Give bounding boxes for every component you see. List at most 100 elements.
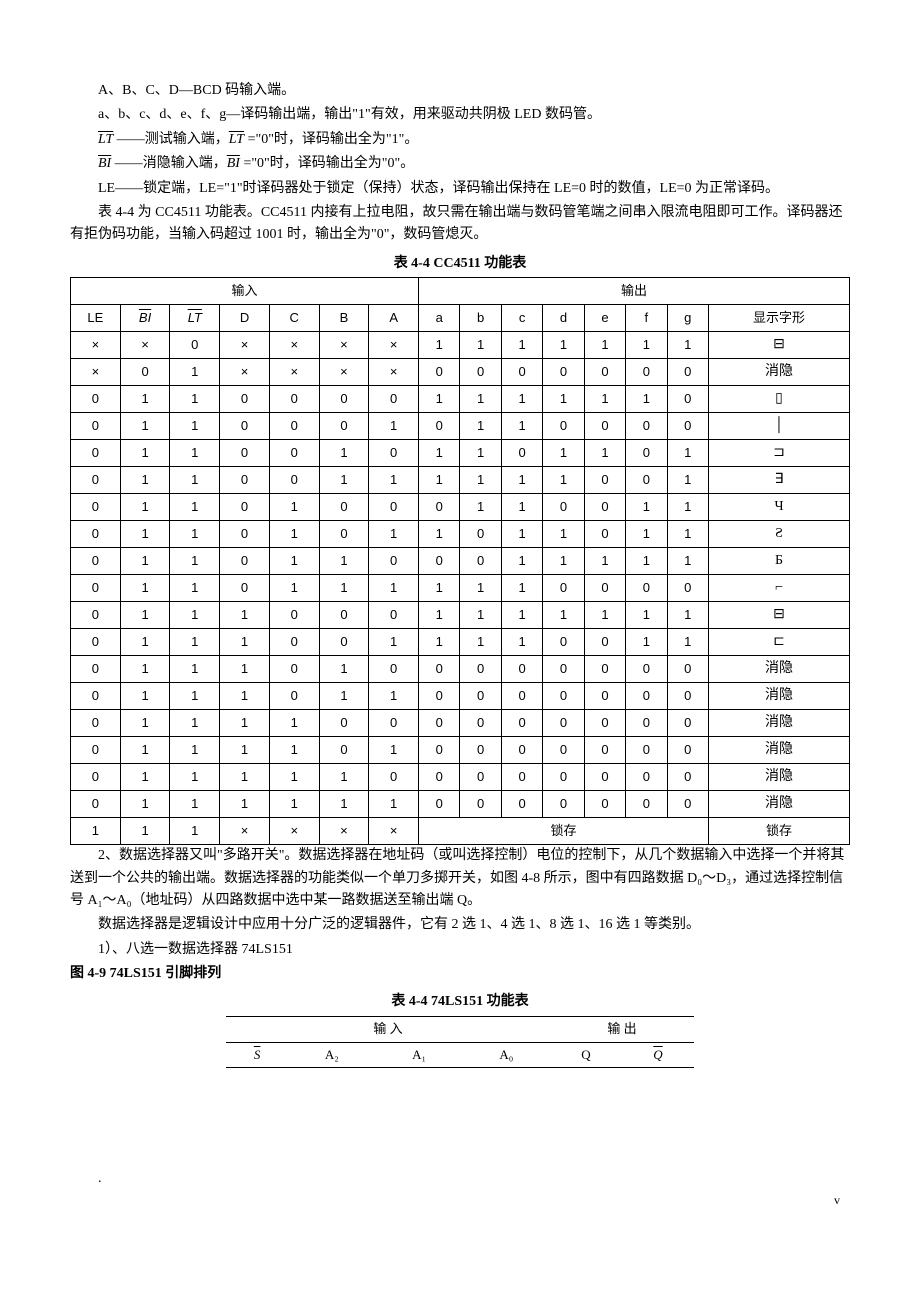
cell: 0 <box>460 548 501 575</box>
cell: × <box>369 359 419 386</box>
cell: 1 <box>120 521 170 548</box>
cell: ▯ <box>708 386 849 413</box>
table2-group-row: 输 入 输 出 <box>226 1016 694 1042</box>
cell: 1 <box>170 440 220 467</box>
cell: 1 <box>319 656 369 683</box>
cell: 0 <box>319 710 369 737</box>
footer: . v <box>70 1168 850 1210</box>
cell: 1 <box>460 386 501 413</box>
cell: 1 <box>369 791 419 818</box>
table-row: 01100101101101⊐ <box>71 440 850 467</box>
col-header: f <box>626 305 667 332</box>
cell: 1 <box>269 710 319 737</box>
cell: 0 <box>543 359 584 386</box>
cell: │ <box>708 413 849 440</box>
cell: 1 <box>501 548 542 575</box>
cell: 1 <box>120 791 170 818</box>
cell: 1 <box>626 629 667 656</box>
latch-cell: 锁存 <box>419 818 709 845</box>
cell: 0 <box>667 359 708 386</box>
cell: 0 <box>584 764 625 791</box>
cell: 0 <box>120 359 170 386</box>
cell: 0 <box>71 791 121 818</box>
cell: 1 <box>419 629 460 656</box>
cell: × <box>319 818 369 845</box>
txt: ——消隐输入端， <box>111 156 227 171</box>
cell: 0 <box>460 359 501 386</box>
cell: 1 <box>220 764 270 791</box>
cell: 1 <box>626 494 667 521</box>
cell: 0 <box>584 683 625 710</box>
cell: 1 <box>626 548 667 575</box>
cell: 1 <box>170 764 220 791</box>
cell: 0 <box>319 737 369 764</box>
cell: 0 <box>460 764 501 791</box>
cell: 0 <box>419 413 460 440</box>
cell: 1 <box>170 656 220 683</box>
cell: 1 <box>269 737 319 764</box>
cell: 1 <box>170 521 220 548</box>
cell: 1 <box>170 467 220 494</box>
cell: 1 <box>667 467 708 494</box>
cell: 1 <box>369 683 419 710</box>
cell: 0 <box>419 764 460 791</box>
cell: 0 <box>269 440 319 467</box>
cell: 0 <box>460 737 501 764</box>
cell: 1 <box>120 494 170 521</box>
cell: 0 <box>71 413 121 440</box>
cell: × <box>71 359 121 386</box>
cell: 0 <box>667 683 708 710</box>
cell: 1 <box>584 602 625 629</box>
cell: 0 <box>584 521 625 548</box>
cell: × <box>220 818 270 845</box>
cell: ⊟ <box>708 602 849 629</box>
cell: 0 <box>460 710 501 737</box>
cell: 0 <box>419 791 460 818</box>
cell: 0 <box>501 791 542 818</box>
cell: 0 <box>626 683 667 710</box>
table1-caption: 表 4-4 CC4511 功能表 <box>70 253 850 275</box>
table-row: 01100111111001∃ <box>71 467 850 494</box>
cell: 1 <box>120 629 170 656</box>
cell: 1 <box>220 791 270 818</box>
cell: 1 <box>120 656 170 683</box>
cell: ⌐ <box>708 575 849 602</box>
col-header: a <box>419 305 460 332</box>
cell: 0 <box>71 683 121 710</box>
cell: 1 <box>369 737 419 764</box>
cell: 0 <box>584 629 625 656</box>
cell: 0 <box>269 386 319 413</box>
cell: 1 <box>460 467 501 494</box>
col-header: e <box>584 305 625 332</box>
74ls151-function-table: 输 入 输 出 SA₂A₁A₀QQ <box>226 1016 694 1069</box>
cell: 1 <box>269 494 319 521</box>
cell: 0 <box>220 494 270 521</box>
cell: × <box>269 332 319 359</box>
cell: 0 <box>501 710 542 737</box>
table-row: 01100010110000│ <box>71 413 850 440</box>
cell: 0 <box>667 386 708 413</box>
cell: 0 <box>501 440 542 467</box>
cell: 0 <box>460 656 501 683</box>
cell: 0 <box>626 764 667 791</box>
cc4511-function-table: 输入 输出 LEBILTDCBAabcdefg显示字形 ××0××××11111… <box>70 277 850 845</box>
cell: 1 <box>170 818 220 845</box>
cell: 0 <box>71 440 121 467</box>
cell: 0 <box>543 494 584 521</box>
col-header: LE <box>71 305 121 332</box>
cell: 0 <box>584 710 625 737</box>
col-header: d <box>543 305 584 332</box>
cell: 1 <box>626 386 667 413</box>
cell: 0 <box>269 467 319 494</box>
cell: 0 <box>419 683 460 710</box>
cell: 0 <box>667 737 708 764</box>
cell: Ч <box>708 494 849 521</box>
para-segment-outputs: a、b、c、d、e、f、g—译码输出端，输出"1"有效，用来驱动共阴极 LED … <box>70 104 850 126</box>
cell: 1 <box>369 467 419 494</box>
table-row: ×01××××0000000消隐 <box>71 359 850 386</box>
para-mux-types: 数据选择器是逻辑设计中应用十分广泛的逻辑器件，它有 2 选 1、4 选 1、8 … <box>70 914 850 936</box>
cell: 0 <box>626 413 667 440</box>
cell: 0 <box>71 629 121 656</box>
table-row: 01100001111110▯ <box>71 386 850 413</box>
cell: 0 <box>626 440 667 467</box>
